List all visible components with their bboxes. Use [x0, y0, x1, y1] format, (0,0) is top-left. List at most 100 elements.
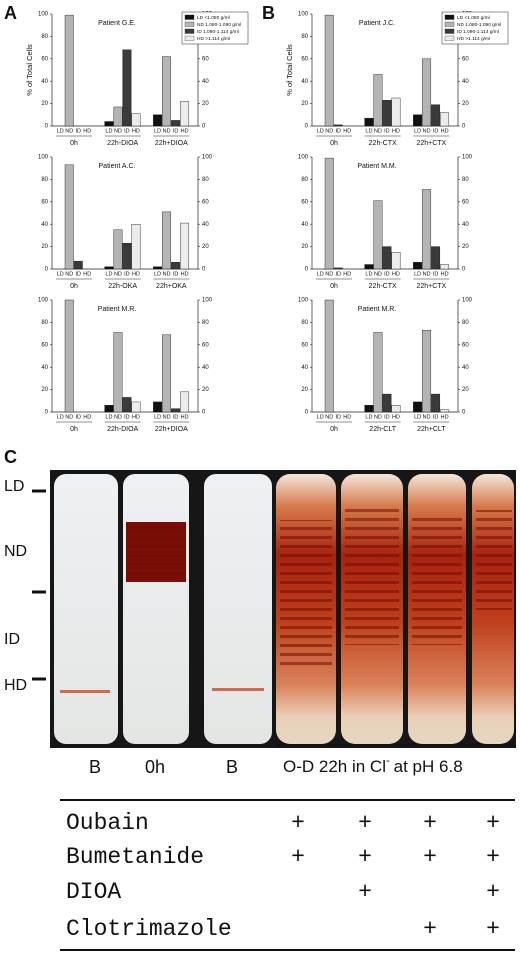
x-tick-label: 22h+CLT	[417, 426, 446, 433]
bar-label: HD	[181, 271, 189, 277]
y-tick-label: 60	[41, 56, 48, 62]
y-tick-label: 100	[38, 298, 49, 304]
bar	[440, 264, 450, 270]
bar	[391, 251, 401, 270]
y-tick-label: 0	[305, 410, 309, 416]
bar	[333, 267, 343, 270]
y-tick-label: 60	[301, 342, 308, 348]
bar	[324, 299, 334, 413]
row-label: Clotrimazole	[66, 916, 232, 942]
bar	[431, 246, 441, 270]
bar-label: LD	[317, 128, 324, 134]
chart-title: Patient A.C.	[99, 163, 136, 170]
table-mark: +	[486, 844, 500, 870]
table-mark: +	[486, 810, 500, 836]
y-tick-label: 60	[301, 56, 308, 62]
bar	[324, 157, 334, 270]
density-label: LD	[4, 478, 24, 495]
y2-tick-label: 80	[462, 177, 469, 183]
bar-label: ID	[173, 128, 179, 134]
chart-title: Patient M.R.	[358, 306, 397, 313]
bar	[382, 393, 392, 413]
table-mark: +	[358, 879, 372, 905]
y-tick-label: 80	[301, 34, 308, 40]
x-tick-label: 0h	[330, 140, 338, 147]
x-tick-label: 0h	[70, 426, 78, 433]
y2-tick-label: 20	[462, 387, 469, 393]
y2-tick-label: 100	[202, 155, 213, 161]
y2-tick-label: 100	[462, 155, 473, 161]
y-tick-label: 0	[305, 124, 309, 130]
y-tick-label: 40	[41, 79, 48, 85]
bar	[113, 106, 123, 127]
bar	[171, 120, 181, 127]
bar	[64, 14, 74, 127]
bar-label: LD	[57, 128, 64, 134]
y-tick-label: 100	[298, 12, 309, 18]
bar	[373, 74, 383, 127]
legend-label: LD <1.080 g/ml	[457, 15, 490, 21]
y-tick-label: 20	[301, 387, 308, 393]
bar	[364, 264, 374, 270]
bar	[422, 58, 432, 127]
y2-tick-label: 60	[462, 56, 469, 62]
bar-label: ND	[65, 271, 73, 277]
bar	[373, 332, 383, 413]
y2-tick-label: 40	[462, 79, 469, 85]
y2-tick-label: 0	[202, 410, 206, 416]
legend-label: ND 1.080-1.090 g/ml	[197, 22, 241, 28]
bar-label: ND	[325, 128, 333, 134]
bar	[324, 14, 334, 127]
bar-label: HD	[441, 414, 449, 420]
bar-label: ID	[384, 128, 390, 134]
bar	[180, 101, 190, 127]
legend-swatch	[444, 21, 455, 27]
y-axis-label: % of Total Cells	[285, 44, 294, 96]
y-tick-label: 0	[305, 267, 309, 273]
bar	[131, 113, 141, 127]
bar-label: ID	[124, 128, 130, 134]
x-tick-label: 22h-DIOA	[107, 140, 138, 147]
x-tick-label: 22h+DIOA	[155, 140, 188, 147]
bar	[413, 262, 423, 270]
chart-title: Patient J.C.	[359, 20, 395, 27]
x-tick-label: 22h+DIOA	[155, 426, 188, 433]
cell-band	[60, 690, 110, 693]
cell-band	[280, 520, 332, 670]
y2-tick-label: 20	[202, 244, 209, 250]
y2-tick-label: 60	[202, 56, 209, 62]
panel-label: A	[4, 3, 17, 23]
bar-label: ID	[384, 414, 390, 420]
y2-tick-label: 40	[202, 365, 209, 371]
y2-tick-label: 80	[202, 320, 209, 326]
table-mark: +	[291, 810, 305, 836]
y-tick-label: 0	[45, 410, 49, 416]
tube	[123, 474, 189, 744]
legend-swatch	[184, 28, 195, 34]
bar-label: LD	[105, 128, 112, 134]
bar-label: HD	[181, 128, 189, 134]
bar-label: ND	[374, 128, 382, 134]
bar-label: LD	[365, 128, 372, 134]
legend-swatch	[184, 14, 195, 20]
table-mark: +	[423, 810, 437, 836]
bar-label: LD	[414, 128, 421, 134]
y2-tick-label: 60	[462, 199, 469, 205]
bar	[171, 262, 181, 270]
y2-tick-label: 0	[202, 267, 206, 273]
y-axis-label: % of Total Cells	[25, 44, 34, 96]
bar	[382, 246, 392, 270]
cell-band	[476, 510, 512, 610]
bar	[162, 211, 172, 270]
bar-label: ND	[374, 271, 382, 277]
x-tick-label: 0h	[70, 140, 78, 147]
bar-label: ID	[336, 128, 342, 134]
bar-label: ID	[433, 414, 439, 420]
y2-tick-label: 0	[462, 124, 466, 130]
legend-label: HD >1.114 g/ml	[197, 36, 230, 42]
y-tick-label: 20	[41, 101, 48, 107]
bar-label: HD	[132, 414, 140, 420]
y-tick-label: 100	[298, 298, 309, 304]
row-label: Bumetanide	[66, 844, 204, 870]
bar	[131, 223, 141, 270]
